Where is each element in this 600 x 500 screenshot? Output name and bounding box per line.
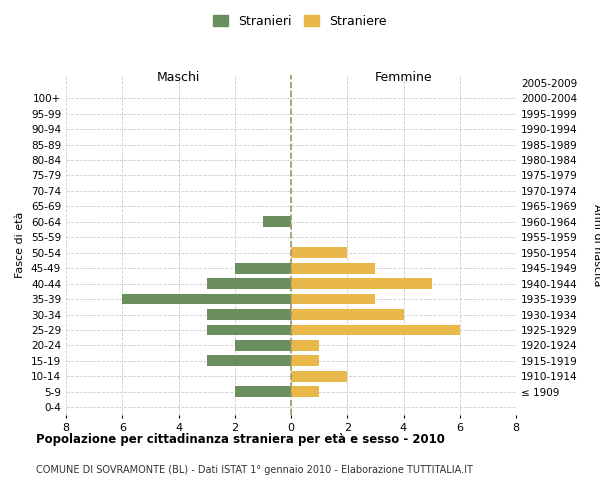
Bar xyxy=(206,356,291,366)
Bar xyxy=(235,386,291,397)
Text: Femmine: Femmine xyxy=(374,72,433,85)
Bar xyxy=(291,263,376,274)
Text: Popolazione per cittadinanza straniera per età e sesso - 2010: Popolazione per cittadinanza straniera p… xyxy=(36,432,445,446)
Y-axis label: Fasce di età: Fasce di età xyxy=(16,212,25,278)
Bar xyxy=(235,263,291,274)
Bar xyxy=(206,278,291,289)
Bar xyxy=(206,324,291,336)
Legend: Stranieri, Straniere: Stranieri, Straniere xyxy=(209,11,391,32)
Bar xyxy=(291,386,319,397)
Bar xyxy=(291,371,347,382)
Bar xyxy=(291,278,431,289)
Bar xyxy=(291,309,404,320)
Y-axis label: Anni di nascita: Anni di nascita xyxy=(592,204,600,286)
Text: COMUNE DI SOVRAMONTE (BL) - Dati ISTAT 1° gennaio 2010 - Elaborazione TUTTITALIA: COMUNE DI SOVRAMONTE (BL) - Dati ISTAT 1… xyxy=(36,465,473,475)
Bar xyxy=(291,294,376,304)
Bar xyxy=(291,248,347,258)
Bar xyxy=(122,294,291,304)
Bar xyxy=(291,340,319,351)
Bar xyxy=(291,356,319,366)
Text: Maschi: Maschi xyxy=(157,72,200,85)
Bar xyxy=(291,324,460,336)
Bar xyxy=(206,309,291,320)
Bar xyxy=(263,216,291,227)
Bar xyxy=(235,340,291,351)
